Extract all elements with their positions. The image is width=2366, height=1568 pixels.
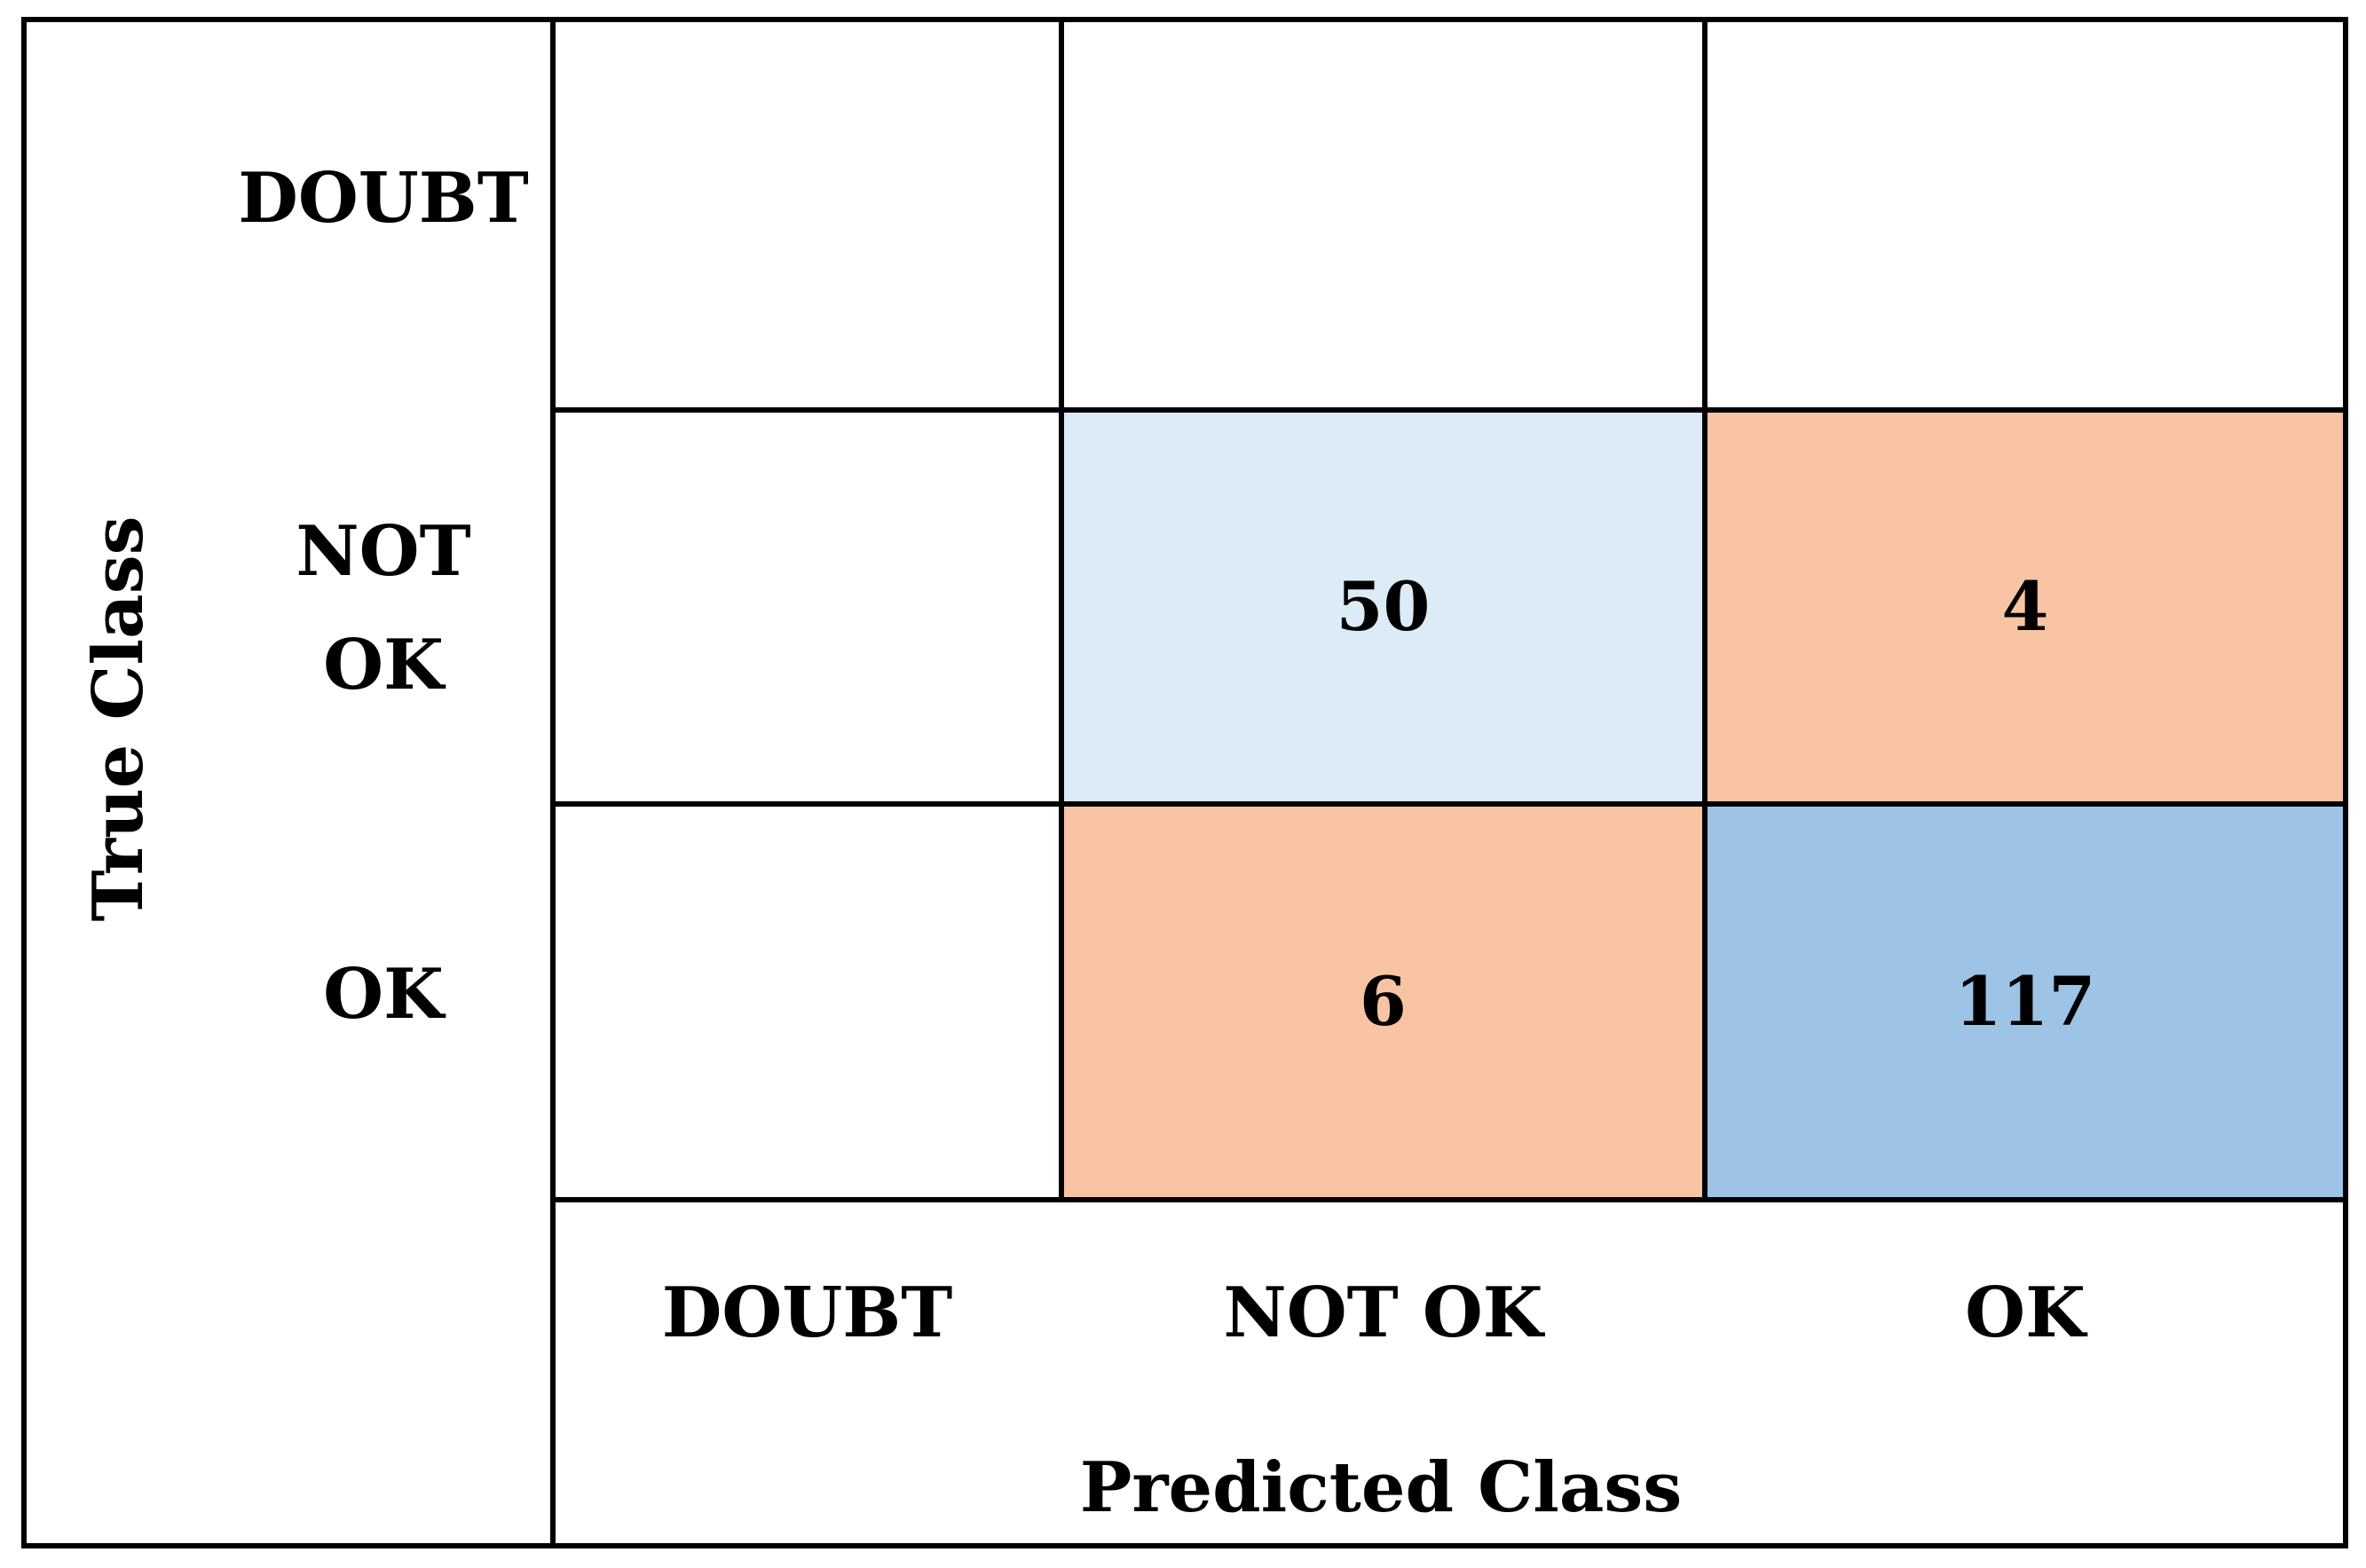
cell-fill-ok-not-ok <box>1061 804 1705 1200</box>
cell-doubt-ok <box>1705 20 2346 410</box>
cell-value-ok-not-ok: 6 <box>1360 962 1407 1041</box>
cell-doubt-doubt <box>553 20 1061 410</box>
grid-lines <box>21 17 2348 1548</box>
cell-not-ok-doubt <box>553 410 1061 804</box>
tick-labels-layer: DOUBT NOT OK OK DOUBT NOT OK OK <box>238 158 2088 1353</box>
cell-value-ok-ok: 117 <box>1955 962 2096 1041</box>
y-tick-ok: OK <box>323 954 446 1035</box>
cell-fill-not-ok-not-ok <box>1061 410 1705 804</box>
y-axis-label: True Class <box>78 516 159 921</box>
cell-value-not-ok-not-ok: 50 <box>1337 567 1431 646</box>
cells-layer <box>553 20 2346 1200</box>
y-tick-doubt: DOUBT <box>238 158 529 239</box>
y-tick-not-ok-line-2: OK <box>323 625 446 705</box>
x-tick-not-ok: NOT OK <box>1223 1273 1545 1353</box>
x-axis-label: Predicted Class <box>1080 1447 1682 1528</box>
cell-fill-ok-ok <box>1705 804 2346 1200</box>
x-tick-doubt: DOUBT <box>662 1273 953 1353</box>
x-tick-ok: OK <box>1965 1273 2088 1353</box>
cell-value-not-ok-ok: 4 <box>2002 567 2049 646</box>
cell-labels-layer: 50 4 6 117 <box>1337 567 2096 1041</box>
cell-doubt-not-ok <box>1061 20 1705 410</box>
cell-fill-not-ok-ok <box>1705 410 2346 804</box>
cell-ok-doubt <box>553 804 1061 1200</box>
outer-border <box>21 17 2348 1548</box>
y-tick-not-ok-line-1: NOT <box>296 511 470 592</box>
